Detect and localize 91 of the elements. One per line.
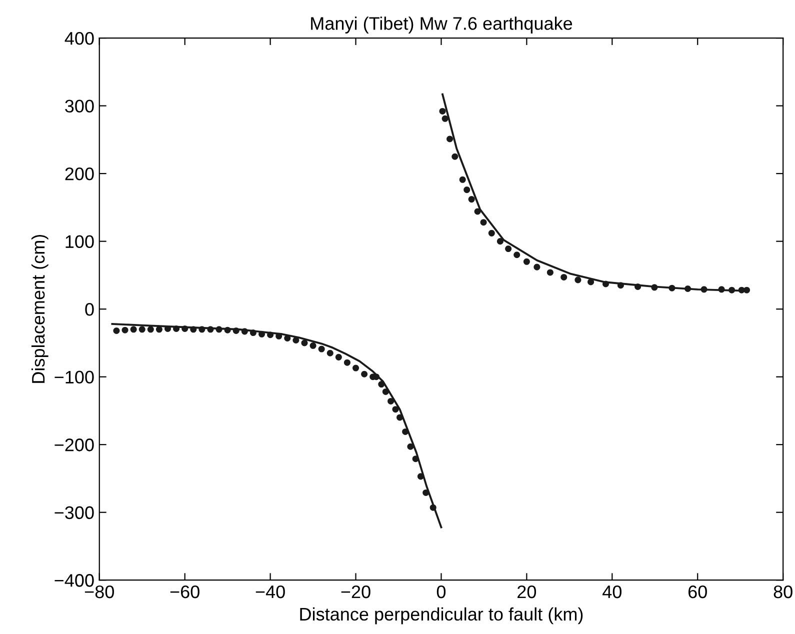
point <box>182 325 188 332</box>
point <box>344 359 350 366</box>
point <box>190 326 197 333</box>
point <box>442 115 448 122</box>
point <box>216 326 222 333</box>
point <box>173 325 180 332</box>
point <box>276 332 282 340</box>
x-tick-label: −60 <box>170 585 200 598</box>
x-tick-label: −40 <box>256 585 285 598</box>
point <box>138 326 146 333</box>
point <box>326 350 334 356</box>
point <box>430 504 436 511</box>
point <box>588 278 594 286</box>
point <box>378 381 385 388</box>
y-tick-label: 300 <box>65 100 94 113</box>
point <box>392 406 399 413</box>
point <box>505 246 512 252</box>
point <box>514 252 520 258</box>
point <box>224 326 231 334</box>
line-series <box>111 323 442 528</box>
y-tick-label: 0 <box>85 303 94 316</box>
y-tick-label: −100 <box>54 370 94 384</box>
point <box>560 274 568 280</box>
y-tick-label: 100 <box>66 235 94 248</box>
point <box>728 286 736 294</box>
point <box>388 398 394 404</box>
x-tick-label: 80 <box>774 585 792 598</box>
point <box>113 328 120 334</box>
point <box>292 336 300 344</box>
point <box>452 153 458 160</box>
point <box>474 208 481 215</box>
x-tick-label: 60 <box>688 585 707 598</box>
point <box>407 443 414 450</box>
point <box>361 370 368 378</box>
point <box>617 282 624 289</box>
y-tick-label: −400 <box>54 574 94 587</box>
x-tick-label: −80 <box>84 585 114 598</box>
point <box>464 186 470 194</box>
point <box>412 456 419 462</box>
x-tick-label: −20 <box>341 585 370 598</box>
point <box>301 340 308 346</box>
y-tick-label: 200 <box>65 167 94 180</box>
point <box>382 388 389 395</box>
point <box>534 264 540 270</box>
point <box>459 176 466 183</box>
point <box>318 346 325 352</box>
x-tick-label: 40 <box>602 585 622 598</box>
point <box>496 238 504 245</box>
point <box>402 428 409 435</box>
point <box>156 326 162 333</box>
point <box>651 284 658 291</box>
point <box>147 326 154 333</box>
point <box>546 269 554 276</box>
point <box>122 326 128 334</box>
point <box>267 332 274 338</box>
point <box>439 108 446 114</box>
point <box>417 473 424 480</box>
point <box>468 196 475 203</box>
point <box>310 342 316 349</box>
point <box>258 330 266 338</box>
point <box>602 280 609 288</box>
y-tick-label: −300 <box>54 506 94 520</box>
point <box>284 334 291 342</box>
point <box>352 364 360 372</box>
y-tick-label: −200 <box>54 438 94 452</box>
point <box>207 326 214 333</box>
point <box>523 258 530 265</box>
x-tick-label: 0 <box>436 585 446 598</box>
point <box>574 276 582 284</box>
y-tick-label: 400 <box>64 32 94 45</box>
point <box>250 330 256 336</box>
point <box>634 283 642 290</box>
x-axis-title: Distance perpendicular to fault (km) <box>300 607 583 624</box>
point <box>488 230 495 236</box>
point <box>480 219 487 226</box>
point <box>241 328 248 335</box>
point <box>668 284 676 292</box>
x-tick-label: 20 <box>518 585 536 598</box>
chart-title: Manyi (Tibet) Mw 7.6 earthquake <box>311 16 572 34</box>
point <box>743 286 750 294</box>
point <box>232 328 240 334</box>
point <box>335 354 342 360</box>
point <box>422 489 430 496</box>
point <box>198 326 206 333</box>
point <box>130 326 137 333</box>
point <box>718 286 725 293</box>
point <box>684 285 692 292</box>
point <box>700 286 708 293</box>
point <box>446 136 454 142</box>
y-axis-title: Displacement (cm) <box>31 234 48 383</box>
point <box>396 414 404 421</box>
